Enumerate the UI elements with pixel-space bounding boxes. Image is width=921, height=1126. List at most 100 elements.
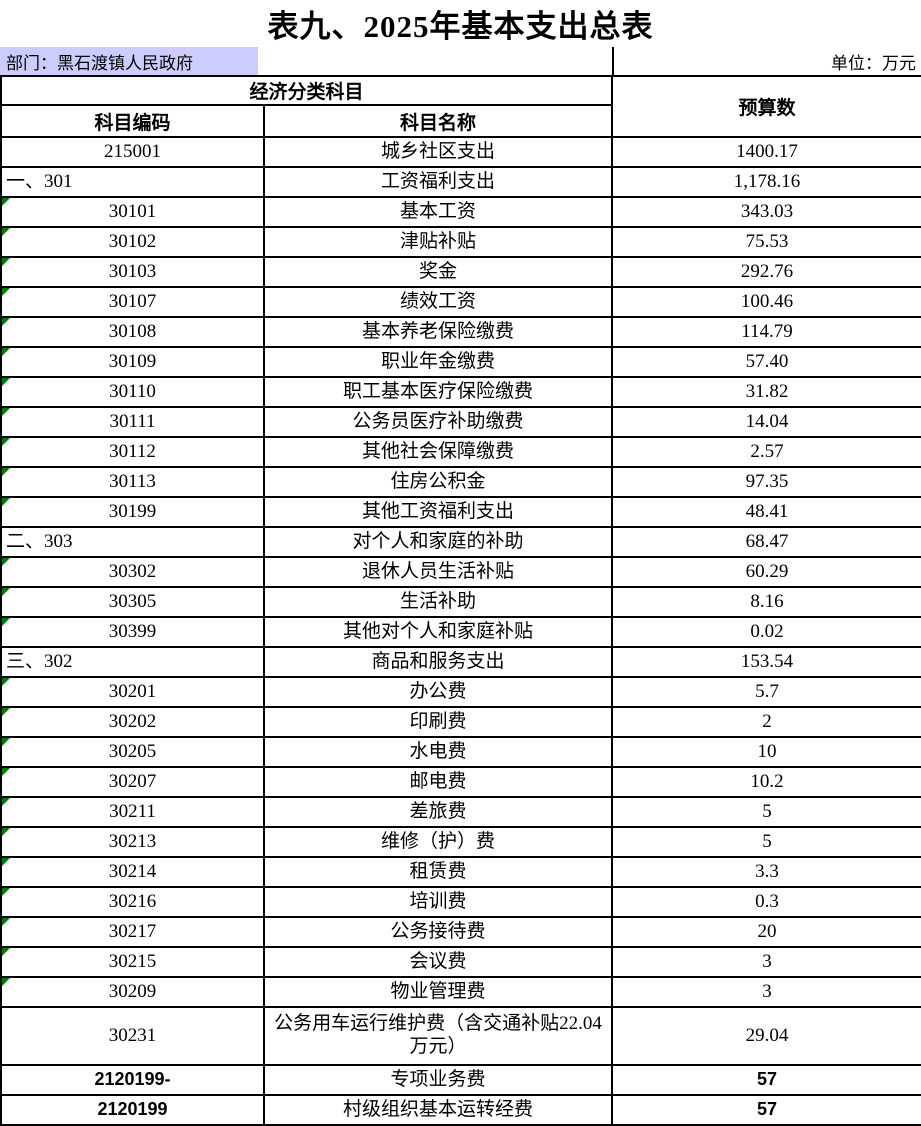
error-flag-triangle-icon — [3, 559, 10, 566]
subject-code: 30215 — [108, 950, 157, 972]
table-row: 30305 生活补助 8.16 — [0, 586, 921, 618]
subject-code-cell: 30213 — [0, 826, 265, 858]
subject-code-cell: 30305 — [0, 586, 265, 618]
table-row: 30216 培训费 0.3 — [0, 886, 921, 918]
header-economic-classification: 经济分类科目 — [0, 75, 614, 106]
error-flag-triangle-icon — [3, 229, 10, 236]
subject-code: 二、303 — [6, 530, 73, 552]
subject-code: 三、302 — [6, 650, 73, 672]
table-row: 30101 基本工资 343.03 — [0, 196, 921, 228]
error-flag-triangle-icon — [3, 799, 10, 806]
subject-name-cell: 村级组织基本运转经费 — [262, 1094, 614, 1126]
subject-code-cell: 30214 — [0, 856, 265, 888]
budget-value-cell: 0.3 — [611, 886, 921, 918]
error-flag-triangle-icon — [3, 709, 10, 716]
subject-code: 30111 — [109, 410, 156, 432]
subject-code-cell: 二、303 — [0, 526, 265, 558]
subject-code-cell: 30231 — [0, 1006, 265, 1066]
subject-name-cell: 印刷费 — [262, 706, 614, 738]
subject-code: 30302 — [108, 560, 157, 582]
subject-name-cell: 对个人和家庭的补助 — [262, 526, 614, 558]
subject-code-cell: 30217 — [0, 916, 265, 948]
subject-code: 一、301 — [6, 170, 73, 192]
page-title: 表九、2025年基本支出总表 — [267, 9, 654, 44]
subject-code-cell: 30103 — [0, 256, 265, 288]
subject-name-cell: 退休人员生活补贴 — [262, 556, 614, 588]
subject-code-cell: 一、301 — [0, 166, 265, 198]
table-row: 30113 住房公积金 97.35 — [0, 466, 921, 498]
subject-code-cell: 30399 — [0, 616, 265, 648]
subject-name-cell: 专项业务费 — [262, 1064, 614, 1096]
meta-row: 部门：黑石渡镇人民政府 单位：万元 — [0, 47, 921, 75]
subject-name-cell: 培训费 — [262, 886, 614, 918]
table-row: 30111 公务员医疗补助缴费 14.04 — [0, 406, 921, 438]
subject-name-cell: 租赁费 — [262, 856, 614, 888]
budget-value-cell: 1400.17 — [611, 136, 921, 168]
subject-code-cell: 30107 — [0, 286, 265, 318]
budget-value-cell: 2.57 — [611, 436, 921, 468]
budget-value-cell: 5 — [611, 796, 921, 828]
subject-code-cell: 30207 — [0, 766, 265, 798]
table-row: 30399 其他对个人和家庭补贴 0.02 — [0, 616, 921, 648]
header-subject-code: 科目编码 — [0, 104, 265, 138]
table-row: 30202 印刷费 2 — [0, 706, 921, 738]
subject-name-cell: 其他工资福利支出 — [262, 496, 614, 528]
error-flag-triangle-icon — [3, 469, 10, 476]
budget-value-cell: 1,178.16 — [611, 166, 921, 198]
error-flag-triangle-icon — [3, 769, 10, 776]
subject-code-cell: 30216 — [0, 886, 265, 918]
subject-code: 30214 — [108, 860, 157, 882]
subject-name-cell: 工资福利支出 — [262, 166, 614, 198]
subject-code-cell: 30205 — [0, 736, 265, 768]
subject-code-cell: 30209 — [0, 976, 265, 1008]
error-flag-triangle-icon — [3, 379, 10, 386]
subject-code: 30211 — [109, 800, 156, 822]
subject-code: 30217 — [108, 920, 157, 942]
table-row: 215001 城乡社区支出 1400.17 — [0, 136, 921, 168]
table-row: 30215 会议费 3 — [0, 946, 921, 978]
budget-value-cell: 68.47 — [611, 526, 921, 558]
subject-code: 30102 — [108, 230, 157, 252]
table-row: 30213 维修（护）费 5 — [0, 826, 921, 858]
subject-code-cell: 2120199 — [0, 1094, 265, 1126]
subject-code: 30216 — [108, 890, 157, 912]
subject-name-cell: 物业管理费 — [262, 976, 614, 1008]
subject-name-cell: 城乡社区支出 — [262, 136, 614, 168]
error-flag-triangle-icon — [3, 919, 10, 926]
subject-code-cell: 30202 — [0, 706, 265, 738]
error-flag-triangle-icon — [3, 319, 10, 326]
budget-value-cell: 8.16 — [611, 586, 921, 618]
budget-value-cell: 292.76 — [611, 256, 921, 288]
subject-name-cell: 住房公积金 — [262, 466, 614, 498]
budget-value-cell: 57.40 — [611, 346, 921, 378]
budget-value-cell: 10 — [611, 736, 921, 768]
subject-code: 30107 — [108, 290, 157, 312]
subject-name-cell: 公务用车运行维护费（含交通补贴22.04万元） — [262, 1006, 614, 1066]
meta-spacer — [258, 47, 612, 75]
subject-code: 30231 — [108, 1024, 157, 1046]
error-flag-triangle-icon — [3, 739, 10, 746]
table-row: 30201 办公费 5.7 — [0, 676, 921, 708]
error-flag-triangle-icon — [3, 259, 10, 266]
subject-name-cell: 公务员医疗补助缴费 — [262, 406, 614, 438]
subject-code: 30199 — [108, 500, 157, 522]
subject-code: 30305 — [108, 590, 157, 612]
table-row: 三、302 商品和服务支出 153.54 — [0, 646, 921, 678]
subject-name-cell: 基本工资 — [262, 196, 614, 228]
budget-table: 经济分类科目 预算数 科目编码 科目名称 215001 城乡社区支出 1400.17… — [0, 75, 921, 1126]
budget-value-cell: 3 — [611, 976, 921, 1008]
error-flag-triangle-icon — [3, 949, 10, 956]
subject-code-cell: 30199 — [0, 496, 265, 528]
subject-name-cell: 津贴补贴 — [262, 226, 614, 258]
subject-name-cell: 基本养老保险缴费 — [262, 316, 614, 348]
budget-value-cell: 3 — [611, 946, 921, 978]
budget-value-cell: 0.02 — [611, 616, 921, 648]
subject-code: 30207 — [108, 770, 157, 792]
table-row: 30211 差旅费 5 — [0, 796, 921, 828]
budget-value-cell: 2 — [611, 706, 921, 738]
budget-value-cell: 343.03 — [611, 196, 921, 228]
budget-value-cell: 57 — [611, 1064, 921, 1096]
header-row-sub: 科目编码 科目名称 — [0, 104, 921, 138]
subject-name-cell: 邮电费 — [262, 766, 614, 798]
table-row: 二、303 对个人和家庭的补助 68.47 — [0, 526, 921, 558]
